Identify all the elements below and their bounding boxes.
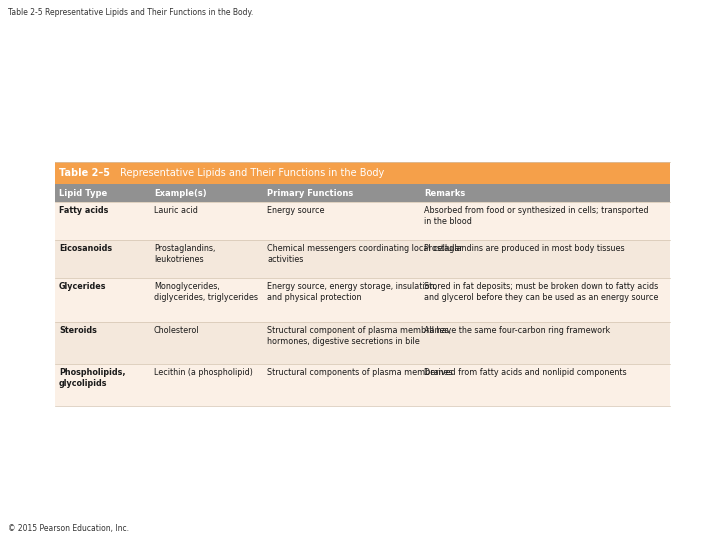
Text: Energy source: Energy source	[267, 206, 325, 215]
Text: Primary Functions: Primary Functions	[267, 188, 354, 198]
Text: Structural components of plasma membranes: Structural components of plasma membrane…	[267, 368, 453, 377]
Text: Energy source, energy storage, insulation,
and physical protection: Energy source, energy storage, insulatio…	[267, 282, 437, 302]
Text: Derived from fatty acids and nonlipid components: Derived from fatty acids and nonlipid co…	[424, 368, 626, 377]
Text: Chemical messengers coordinating local cellular
activities: Chemical messengers coordinating local c…	[267, 244, 463, 265]
Text: Glycerides: Glycerides	[59, 282, 107, 291]
Text: Structural component of plasma membranes,
hormones, digestive secretions in bile: Structural component of plasma membranes…	[267, 326, 451, 347]
Bar	[55, 162, 670, 184]
Text: Remarks: Remarks	[424, 188, 465, 198]
Text: Representative Lipids and Their Functions in the Body: Representative Lipids and Their Function…	[120, 168, 384, 178]
Text: Absorbed from food or synthesized in cells; transported
in the blood: Absorbed from food or synthesized in cel…	[424, 206, 649, 226]
Text: Fatty acids: Fatty acids	[59, 206, 109, 215]
Bar	[55, 278, 670, 322]
Text: Eicosanoids: Eicosanoids	[59, 244, 112, 253]
Text: Lecithin (a phospholipid): Lecithin (a phospholipid)	[154, 368, 253, 377]
Bar	[55, 240, 670, 278]
Text: Example(s): Example(s)	[154, 188, 207, 198]
Text: Stored in fat deposits; must be broken down to fatty acids
and glycerol before t: Stored in fat deposits; must be broken d…	[424, 282, 658, 302]
Text: Steroids: Steroids	[59, 326, 97, 335]
Text: Prostaglandins,
leukotrienes: Prostaglandins, leukotrienes	[154, 244, 215, 265]
Text: © 2015 Pearson Education, Inc.: © 2015 Pearson Education, Inc.	[8, 524, 129, 533]
Bar	[55, 184, 670, 202]
Bar	[55, 322, 670, 364]
Text: Table 2-5 Representative Lipids and Their Functions in the Body.: Table 2-5 Representative Lipids and Thei…	[8, 8, 253, 17]
Bar	[55, 202, 670, 240]
Text: Cholesterol: Cholesterol	[154, 326, 199, 335]
Text: Monoglycerides,
diglycerides, triglycerides: Monoglycerides, diglycerides, triglyceri…	[154, 282, 258, 302]
Text: Lauric acid: Lauric acid	[154, 206, 198, 215]
Text: Prostaglandins are produced in most body tissues: Prostaglandins are produced in most body…	[424, 244, 625, 253]
Text: Lipid Type: Lipid Type	[59, 188, 107, 198]
Bar	[55, 364, 670, 406]
Text: Phospholipids,
glycolipids: Phospholipids, glycolipids	[59, 368, 125, 388]
Text: All have the same four-carbon ring framework: All have the same four-carbon ring frame…	[424, 326, 611, 335]
Text: Table 2–5: Table 2–5	[59, 168, 110, 178]
